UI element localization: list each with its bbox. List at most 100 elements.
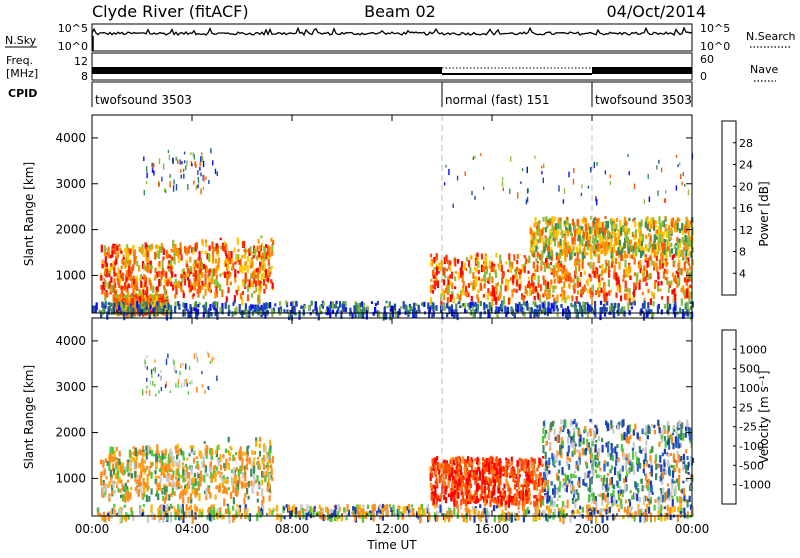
echo-cell: [600, 288, 602, 294]
echo-cell: [568, 296, 570, 299]
echo-cell: [170, 282, 172, 287]
echo-cell: [596, 199, 597, 205]
echo-cell: [546, 294, 548, 300]
echo-cell: [495, 269, 497, 274]
echo-cell: [684, 246, 686, 250]
echo-cell: [119, 489, 121, 493]
echo-cell: [629, 171, 630, 175]
echo-cell: [649, 242, 651, 249]
echo-cell: [257, 460, 259, 464]
echo-cell: [676, 155, 677, 158]
echo-cell: [559, 252, 561, 259]
echo-cell: [502, 181, 503, 187]
echo-cell: [518, 487, 520, 490]
echo-cell: [607, 230, 609, 238]
echo-cell: [570, 277, 572, 283]
echo-cell: [593, 251, 595, 254]
echo-cell: [646, 248, 648, 251]
freq-bar-segment: [592, 67, 692, 74]
echo-cell: [540, 479, 542, 486]
echo-cell: [504, 306, 506, 313]
echo-cell: [158, 279, 160, 287]
echo-cell: [454, 463, 456, 466]
echo-cell: [552, 286, 554, 293]
echo-cell: [228, 437, 230, 443]
echo-cell: [658, 216, 660, 224]
echo-cell: [250, 247, 252, 253]
echo-cell: [213, 268, 215, 276]
echo-cell: [274, 303, 276, 306]
echo-cell: [205, 251, 207, 255]
echo-cell: [620, 227, 622, 235]
echo-cell: [218, 471, 220, 474]
echo-cell: [205, 488, 207, 496]
echo-cell: [615, 272, 617, 280]
echo-cell: [454, 470, 456, 473]
echo-cell: [560, 294, 562, 297]
echo-cell: [567, 231, 569, 237]
echo-cell: [193, 458, 195, 464]
echo-cell: [463, 500, 465, 504]
echo-cell: [228, 452, 230, 456]
echo-cell: [217, 261, 219, 268]
echo-cell: [661, 168, 662, 173]
echo-cell: [271, 468, 273, 476]
echo-cell: [636, 282, 638, 285]
echo-cell: [600, 301, 602, 305]
echo-cell: [443, 279, 445, 285]
echo-cell: [230, 492, 232, 499]
echo-cell: [514, 484, 516, 489]
echo-cell: [594, 162, 595, 168]
echo-cell: [614, 467, 616, 475]
echo-cell: [453, 204, 454, 208]
echo-cell: [468, 283, 470, 288]
echo-cell: [120, 495, 122, 498]
echo-cell: [292, 301, 294, 307]
echo-cell: [214, 465, 216, 470]
echo-cell: [464, 467, 466, 475]
echo-cell: [541, 487, 543, 493]
echo-cell: [244, 466, 246, 470]
echo-cell: [435, 280, 437, 285]
echo-cell: [190, 445, 192, 448]
echo-cell: [522, 485, 524, 491]
echo-cell: [642, 448, 644, 451]
echo-cell: [638, 282, 640, 290]
echo-cell: [371, 301, 373, 304]
echo-cell: [206, 446, 208, 450]
echo-cell: [271, 266, 273, 269]
echo-cell: [642, 277, 644, 282]
echo-cell: [475, 302, 477, 306]
echo-cell: [539, 235, 541, 243]
echo-cell: [492, 288, 494, 296]
echo-cell: [109, 271, 111, 274]
echo-cell: [566, 245, 568, 248]
echo-cell: [655, 263, 657, 267]
echo-cell: [227, 287, 229, 293]
echo-cell: [143, 453, 145, 456]
station-title: Clyde River (fitACF): [92, 2, 249, 21]
echo-cell: [467, 460, 469, 464]
echo-cell: [124, 261, 126, 268]
echo-cell: [573, 289, 575, 294]
echo-cell: [116, 447, 118, 452]
echo-cell: [478, 467, 480, 472]
echo-cell: [454, 276, 456, 281]
echo-cell: [501, 277, 503, 284]
echo-cell: [155, 245, 157, 249]
echo-cell: [657, 281, 659, 286]
echo-cell: [156, 301, 158, 306]
echo-cell: [489, 261, 491, 266]
echo-cell: [650, 298, 652, 305]
echo-cell: [169, 155, 170, 161]
echo-cell: [252, 304, 254, 308]
echo-cell: [264, 247, 266, 254]
echo-cell: [269, 440, 271, 445]
echo-cell: [545, 258, 547, 263]
echo-cell: [628, 288, 630, 294]
echo-cell: [653, 227, 655, 231]
echo-cell: [243, 249, 245, 252]
echo-cell: [129, 249, 131, 254]
echo-cell: [480, 301, 482, 306]
echo-cell: [478, 270, 480, 274]
